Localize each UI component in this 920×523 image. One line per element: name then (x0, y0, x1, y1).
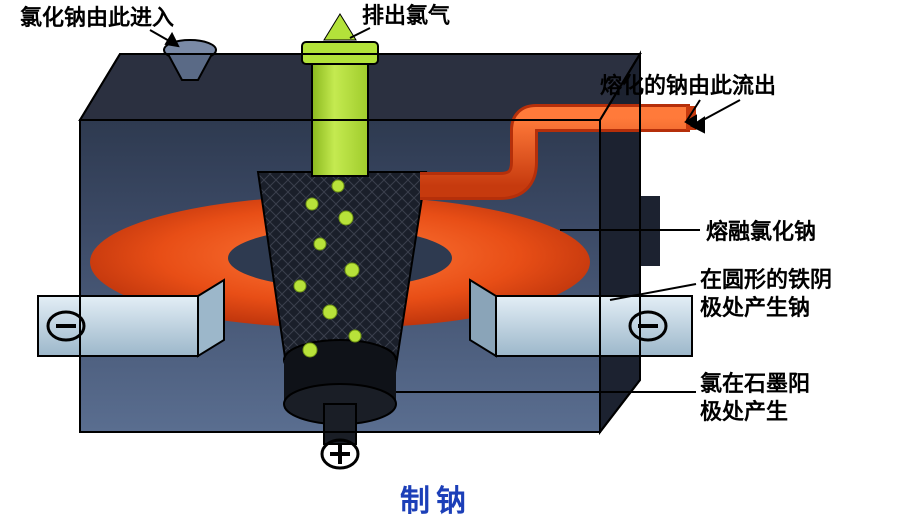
diagram-title: 制钠 (400, 476, 472, 520)
label-cl2-out: 排出氯气 (362, 2, 450, 30)
nacl-in-arrow (150, 30, 178, 46)
label-fe-cathode: 在圆形的铁阴 极处产生钠 (700, 266, 832, 321)
sodium-electrolysis-diagram (0, 0, 920, 518)
label-graphite-anode: 氯在石墨阳 极处产生 (700, 370, 810, 425)
na-out-leader (692, 100, 740, 132)
label-na-out: 熔化的钠由此流出 (600, 72, 776, 100)
label-nacl-in: 氯化钠由此进入 (20, 4, 174, 32)
label-molten-nacl: 熔融氯化钠 (706, 218, 816, 246)
plus-terminal (322, 440, 358, 468)
cl2-arrow (350, 28, 370, 38)
chlorine-outlet-stack (302, 14, 378, 176)
